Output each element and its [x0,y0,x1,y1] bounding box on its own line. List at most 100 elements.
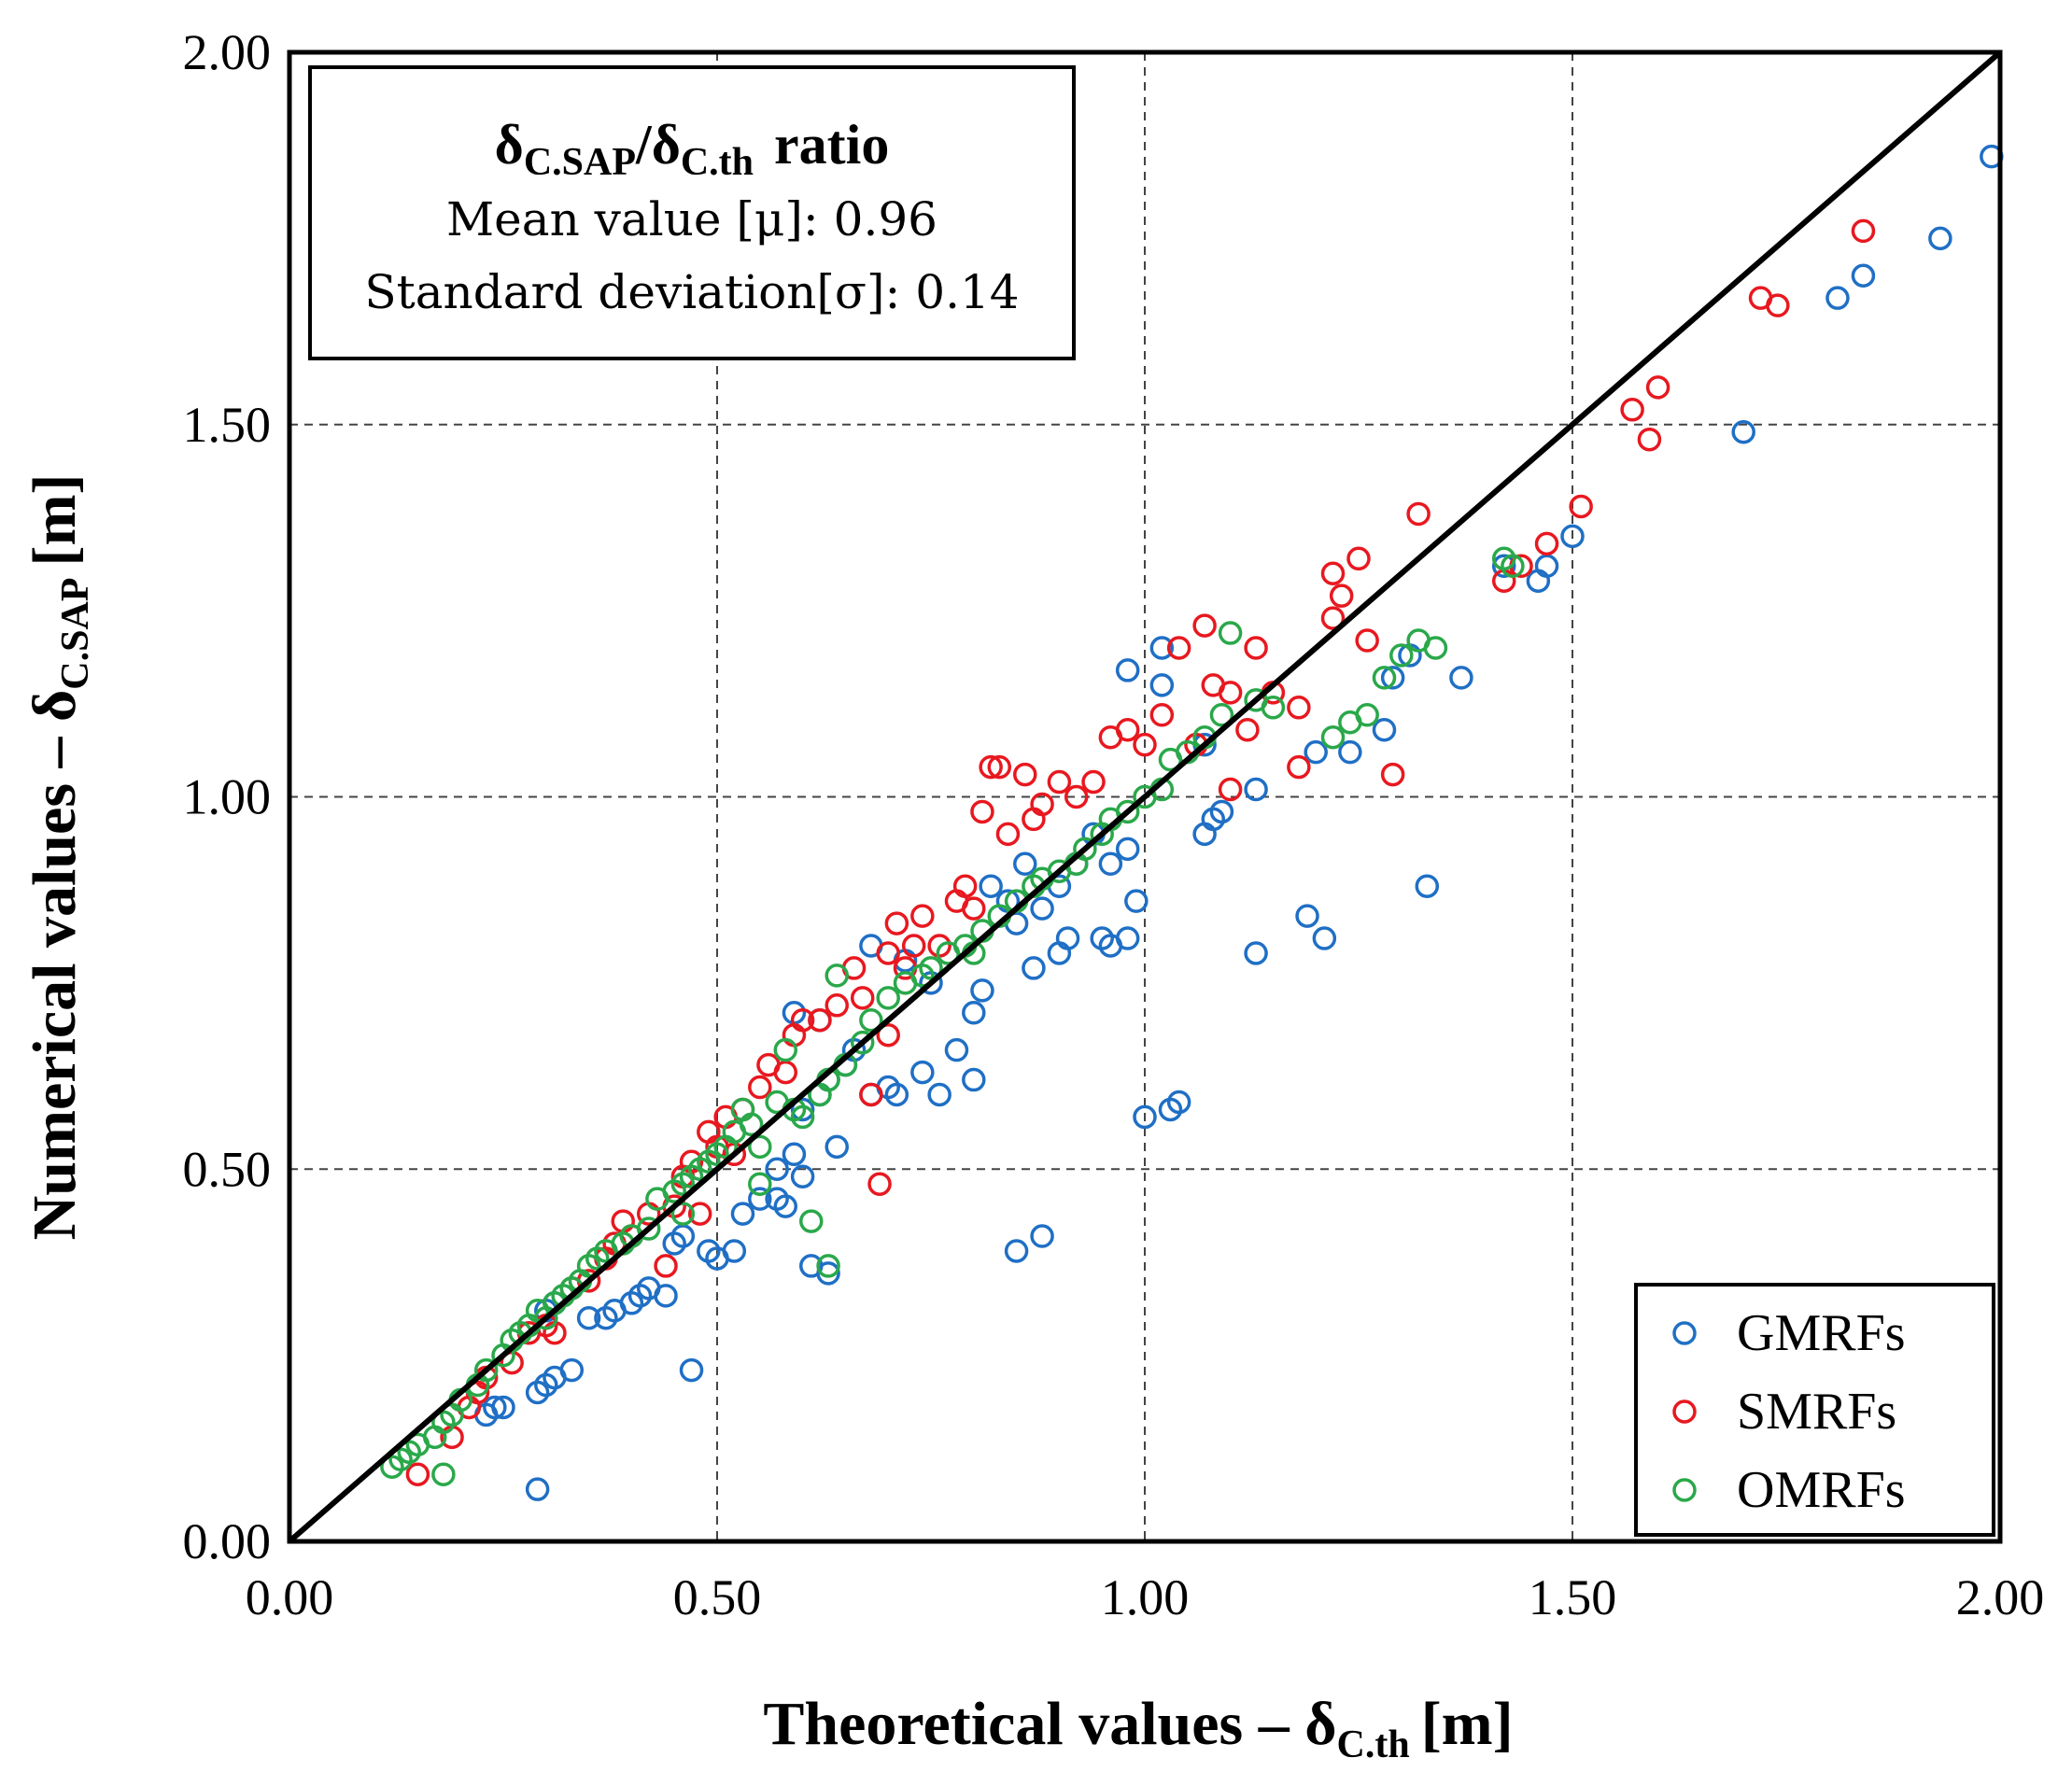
data-point-smrfs [1637,427,1662,452]
data-point-smrfs [910,904,935,928]
data-point-gmrfs [654,1284,678,1308]
data-point-smrfs [1329,584,1354,608]
data-point-gmrfs [722,1239,747,1263]
y-tick-label: 1.00 [183,769,272,825]
data-point-smrfs [850,986,875,1010]
stats-std-deviation: Standard deviation[σ]: 0.14 [364,265,1019,319]
legend-marker-smrfs [1672,1399,1697,1424]
stats-mean-value: Mean value [μ]: 0.96 [446,192,937,246]
data-point-smrfs [687,1202,712,1226]
data-point-smrfs [1192,613,1217,638]
data-point-smrfs [995,822,1021,847]
data-point-smrfs [884,911,909,935]
data-point-omrfs [1423,636,1448,660]
data-point-omrfs [670,1202,696,1226]
data-point-gmrfs [962,1001,986,1025]
x-axis-title: Theoretical values – δC.th [m] [763,1690,1513,1766]
legend-marker-gmrfs [1672,1321,1697,1345]
reference-line [288,49,2002,1544]
data-point-gmrfs [1115,926,1140,950]
data-point-gmrfs [525,1477,550,1501]
data-point-smrfs [825,993,849,1018]
data-point-gmrfs [1372,717,1397,742]
data-point-gmrfs [679,1357,704,1383]
data-point-gmrfs [944,1037,969,1062]
data-point-smrfs [1620,398,1644,422]
data-point-gmrfs [1244,777,1268,802]
data-point-smrfs [1851,218,1876,244]
data-point-gmrfs [1312,926,1337,950]
data-point-smrfs [1534,531,1559,556]
data-point-gmrfs [491,1395,515,1420]
data-point-omrfs [1218,621,1243,645]
data-point-smrfs [1235,717,1260,742]
data-point-omrfs [919,956,943,980]
data-point-gmrfs [1449,666,1473,690]
data-point-smrfs [405,1462,430,1486]
data-point-gmrfs [1115,837,1140,862]
data-point-gmrfs [1004,1239,1029,1263]
data-point-gmrfs [979,874,1003,898]
data-point-smrfs [1287,696,1311,720]
data-point-omrfs [825,963,849,988]
data-point-smrfs [1766,293,1790,317]
data-point-smrfs [808,1008,832,1033]
data-point-gmrfs [1928,226,1952,251]
data-point-omrfs [1073,837,1097,862]
data-point-gmrfs [1013,851,1037,877]
legend-label-omrfs: OMRFs [1737,1461,1906,1519]
data-point-smrfs [876,1022,900,1048]
x-tick-label: 0.00 [246,1569,334,1625]
data-point-smrfs [1645,375,1670,400]
data-point-omrfs [1115,799,1140,824]
data-point-smrfs [952,874,978,898]
data-point-omrfs [816,1254,840,1278]
data-point-omrfs [1320,724,1346,750]
data-point-smrfs [1287,754,1311,780]
data-point-omrfs [748,1134,772,1160]
data-point-gmrfs [1030,896,1054,921]
data-point-gmrfs [1338,739,1362,765]
x-tick-label: 2.00 [1956,1569,2045,1625]
x-tick-label: 0.50 [673,1569,762,1625]
data-point-gmrfs [1304,739,1328,765]
data-point-gmrfs [884,1082,909,1107]
data-point-smrfs [1218,681,1243,705]
data-point-omrfs [876,986,900,1010]
data-point-smrfs [1406,501,1431,527]
data-point-smrfs [1218,777,1243,802]
data-point-gmrfs [782,1142,807,1167]
data-point-omrfs [1501,554,1525,579]
y-tick-label: 0.50 [183,1141,272,1197]
data-point-omrfs [859,1008,883,1033]
data-point-smrfs [654,1254,678,1278]
data-point-gmrfs [962,1067,986,1092]
data-point-omrfs [1389,643,1414,668]
data-point-smrfs [1149,703,1175,727]
data-point-smrfs [1569,494,1593,519]
legend: GMRFs SMRFs OMRFs [1634,1283,1995,1537]
data-point-gmrfs [1022,956,1046,980]
data-point-smrfs [1380,762,1405,787]
data-point-smrfs [1320,561,1346,585]
data-point-gmrfs [1149,673,1175,697]
data-point-gmrfs [1149,636,1175,660]
data-point-omrfs [790,1104,815,1130]
data-point-smrfs [1355,628,1379,653]
data-point-gmrfs [970,978,994,1003]
data-point-gmrfs [1098,851,1123,877]
data-point-smrfs [1081,769,1106,795]
x-tick-label: 1.50 [1529,1569,1617,1625]
plot-frame [287,49,2003,1544]
data-point-smrfs [1244,636,1268,660]
data-point-smrfs [1320,606,1346,630]
data-point-gmrfs [1851,263,1876,288]
data-point-gmrfs [576,1306,601,1330]
data-point-omrfs [739,1112,764,1137]
data-point-gmrfs [670,1224,696,1248]
data-point-omrfs [1355,703,1379,727]
data-point-smrfs [987,754,1012,780]
data-point-gmrfs [765,1157,789,1181]
data-point-gmrfs [927,1082,951,1107]
